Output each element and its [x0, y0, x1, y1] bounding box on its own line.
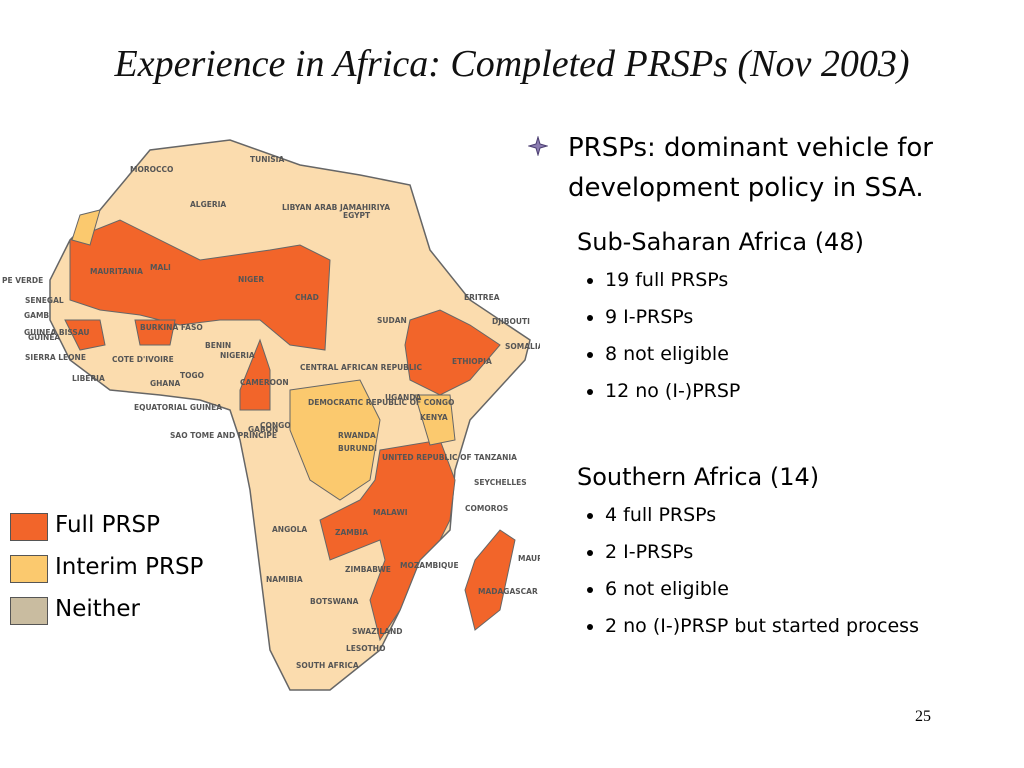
map-label: ZAMBIA: [335, 528, 368, 537]
interim-region: [289, 379, 381, 501]
map-labels: MOROCCO TUNISIA ALGERIA LIBYAN ARAB JAMAHIR…: [2, 155, 540, 670]
legend-label: Neither: [55, 596, 140, 622]
map-label: SEYCHELLES: [474, 478, 527, 487]
map-label: ERITREA: [464, 293, 500, 302]
interim-region: [71, 209, 101, 246]
map-label: KENYA: [420, 413, 448, 422]
bullet-item: 8 not eligible: [605, 336, 864, 373]
map-label: SWAZILAND: [352, 627, 402, 636]
map-label: LIBERIA: [72, 374, 105, 383]
map-label: MALI: [150, 263, 171, 272]
full-region: [319, 439, 456, 642]
map-label: CENTRAL AFRICAN REPUBLIC: [300, 363, 422, 372]
bullet-item: 19 full PRSPs: [605, 262, 864, 299]
map-label: ALGERIA: [190, 200, 226, 209]
legend-swatch: [10, 597, 48, 625]
map-label: MALAWI: [373, 508, 408, 517]
map-label: BURUNDI: [338, 444, 377, 453]
map-label: EGYPT: [343, 211, 371, 220]
legend-swatch: [10, 555, 48, 583]
map-label: CHAD: [295, 293, 319, 302]
map-label: GHANA: [150, 379, 181, 388]
map-label: MOROCCO: [130, 165, 173, 174]
map-label: DEMOCRATIC REPUBLIC OF CONGO: [308, 398, 454, 407]
map-label: NIGERIA: [220, 351, 255, 360]
slide-title: Experience in Africa: Completed PRSPs (N…: [114, 43, 910, 85]
map-label: SOMALIA: [505, 342, 540, 351]
bullet-list: 4 full PRSPs2 I-PRSPs6 not eligible2 no …: [577, 497, 919, 645]
map-label: COTE D'IVOIRE: [112, 355, 174, 364]
legend-label: Full PRSP: [55, 512, 160, 538]
full-region: [64, 319, 106, 351]
map-label: NAMIBIA: [266, 575, 303, 584]
map-label: SUDAN: [377, 316, 407, 325]
legend-swatch: [10, 513, 48, 541]
map-label: ZIMBABWE: [345, 565, 391, 574]
map-label: BENIN: [205, 341, 231, 350]
section-heading: Southern Africa (14): [577, 463, 820, 491]
map-label: BURKINA FASO: [140, 323, 203, 332]
interim-region: [414, 394, 456, 446]
full-region: [69, 219, 331, 351]
bullet-item: 12 no (I-)PRSP: [605, 373, 864, 410]
full-region: [404, 309, 501, 396]
legend-label: Interim PRSP: [55, 554, 204, 580]
map-label: MADAGASCAR: [478, 587, 538, 596]
bullet-list: 19 full PRSPs9 I-PRSPs8 not eligible12 n…: [577, 262, 864, 410]
map-label: ETHIOPIA: [452, 357, 492, 366]
section: Sub-Saharan Africa (48) 19 full PRSPs9 I-…: [577, 228, 864, 410]
bullet-item: 2 I-PRSPs: [605, 534, 919, 571]
map-label: NIGER: [238, 275, 264, 284]
map-label: RWANDA: [338, 431, 376, 440]
map-label: ANGOLA: [272, 525, 307, 534]
map-label: COMOROS: [465, 504, 508, 513]
map-label: SENEGAL: [25, 296, 64, 305]
bullet-item: 9 I-PRSPs: [605, 299, 864, 336]
map-label: DJIBOUTI: [492, 317, 530, 326]
map-label: GUINEA: [28, 333, 60, 342]
map-label: GABON: [248, 425, 278, 434]
bullet-icon: [528, 136, 548, 156]
map-label: LESOTHO: [346, 644, 385, 653]
map-label: GAMB: [24, 311, 49, 320]
map-label: SOUTH AFRICA: [296, 661, 359, 670]
section: Southern Africa (14) 4 full PRSPs2 I-PRSP…: [577, 463, 919, 645]
map-label: SIERRA LEONE: [25, 353, 86, 362]
lead-text: PRSPs: dominant vehicle for development …: [568, 133, 933, 203]
map-label: TOGO: [180, 371, 204, 380]
map-label: TUNISIA: [250, 155, 284, 164]
page-number: 25: [915, 708, 931, 725]
map-label: MAURITANIA: [90, 267, 143, 276]
full-region: [464, 529, 516, 631]
map-label: UGANDA: [385, 393, 422, 402]
map-label: CAMEROON: [240, 378, 289, 387]
map-label: UNITED REPUBLIC OF TANZANIA: [382, 453, 517, 462]
map-label: GUINEA BISSAU: [24, 328, 90, 337]
full-region: [134, 319, 176, 346]
section-heading: Sub-Saharan Africa (48): [577, 228, 864, 256]
map-label: EQUATORIAL GUINEA: [134, 403, 222, 412]
map-label: CONGO: [260, 421, 291, 430]
map-label: PE VERDE: [2, 276, 43, 285]
map-label: MAURITIUS: [518, 554, 540, 563]
africa-map: MOROCCO TUNISIA ALGERIA LIBYAN ARAB JAMAHIR…: [2, 139, 540, 691]
map-label: LIBYAN ARAB JAMAHIRIYA: [282, 203, 390, 212]
map-label: BOTSWANA: [310, 597, 359, 606]
bullet-item: 6 not eligible: [605, 571, 919, 608]
map-label: SAO TOME AND PRINCIPE: [170, 431, 277, 440]
bullet-item: 2 no (I-)PRSP but started process: [605, 608, 919, 645]
full-region: [239, 338, 271, 411]
bullet-item: 4 full PRSPs: [605, 497, 919, 534]
map-label: MOZAMBIQUE: [400, 561, 459, 570]
